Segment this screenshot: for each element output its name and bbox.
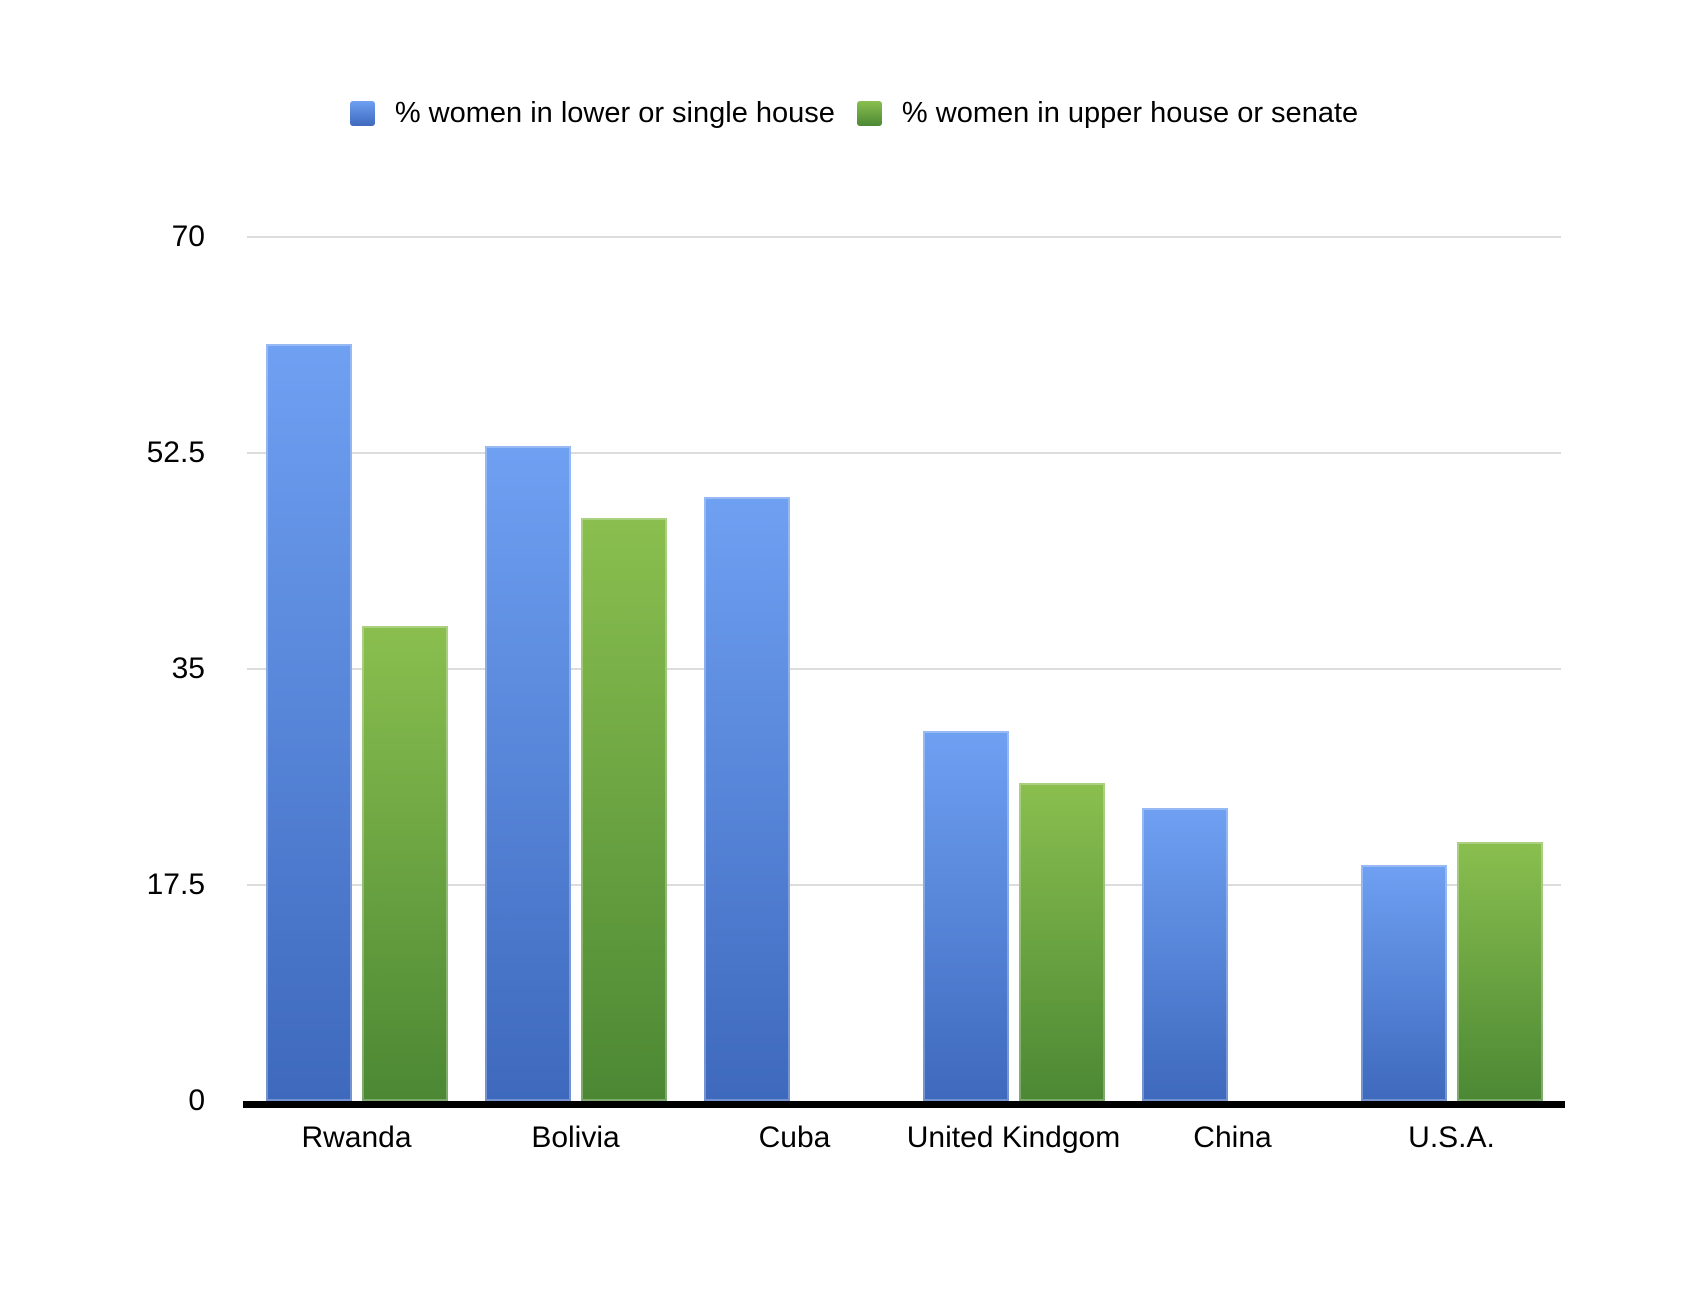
gridline bbox=[247, 452, 1561, 454]
legend-item-lower-house: % women in lower or single house bbox=[349, 97, 835, 130]
gridline bbox=[247, 884, 1561, 886]
gridline bbox=[247, 668, 1561, 670]
x-axis-label-china: China bbox=[1193, 1121, 1272, 1154]
x-axis-label-rwanda: Rwanda bbox=[301, 1121, 412, 1154]
y-axis-tick-label: 17.5 bbox=[146, 868, 205, 901]
bar-lower-united-kindgom bbox=[922, 730, 1009, 1101]
bar-lower-bolivia bbox=[484, 445, 571, 1101]
bar-lower-china bbox=[1141, 808, 1228, 1101]
bar-upper-united-kindgom bbox=[1018, 782, 1105, 1101]
bar-lower-cuba bbox=[703, 497, 790, 1101]
bar-upper-rwanda bbox=[361, 625, 448, 1101]
bar-lower-rwanda bbox=[265, 344, 352, 1101]
bar-lower-u-s-a bbox=[1360, 865, 1447, 1101]
x-axis-label-bolivia: Bolivia bbox=[531, 1121, 620, 1154]
legend-label-upper-house: % women in upper house or senate bbox=[901, 97, 1359, 129]
y-axis-tick-label: 70 bbox=[171, 220, 205, 253]
y-axis-tick-label: 52.5 bbox=[146, 436, 205, 469]
bar-upper-bolivia bbox=[580, 518, 667, 1101]
bar-upper-u-s-a bbox=[1456, 841, 1543, 1101]
legend-item-upper-house: % women in upper house or senate bbox=[856, 97, 1359, 130]
x-axis-label-u-s-a: U.S.A. bbox=[1408, 1121, 1495, 1154]
y-axis-tick-label: 0 bbox=[188, 1084, 205, 1117]
legend-swatch-blue-icon bbox=[349, 101, 375, 126]
x-axis-label-cuba: Cuba bbox=[758, 1121, 831, 1154]
legend-label-lower-house: % women in lower or single house bbox=[394, 97, 835, 129]
x-axis-line bbox=[243, 1101, 1565, 1108]
gridline bbox=[247, 236, 1561, 238]
y-axis-tick-label: 35 bbox=[171, 652, 205, 685]
legend: % women in lower or single house % women… bbox=[0, 97, 1708, 130]
x-axis-label-united-kindgom: United Kindgom bbox=[906, 1121, 1121, 1154]
legend-swatch-green-icon bbox=[856, 101, 882, 126]
